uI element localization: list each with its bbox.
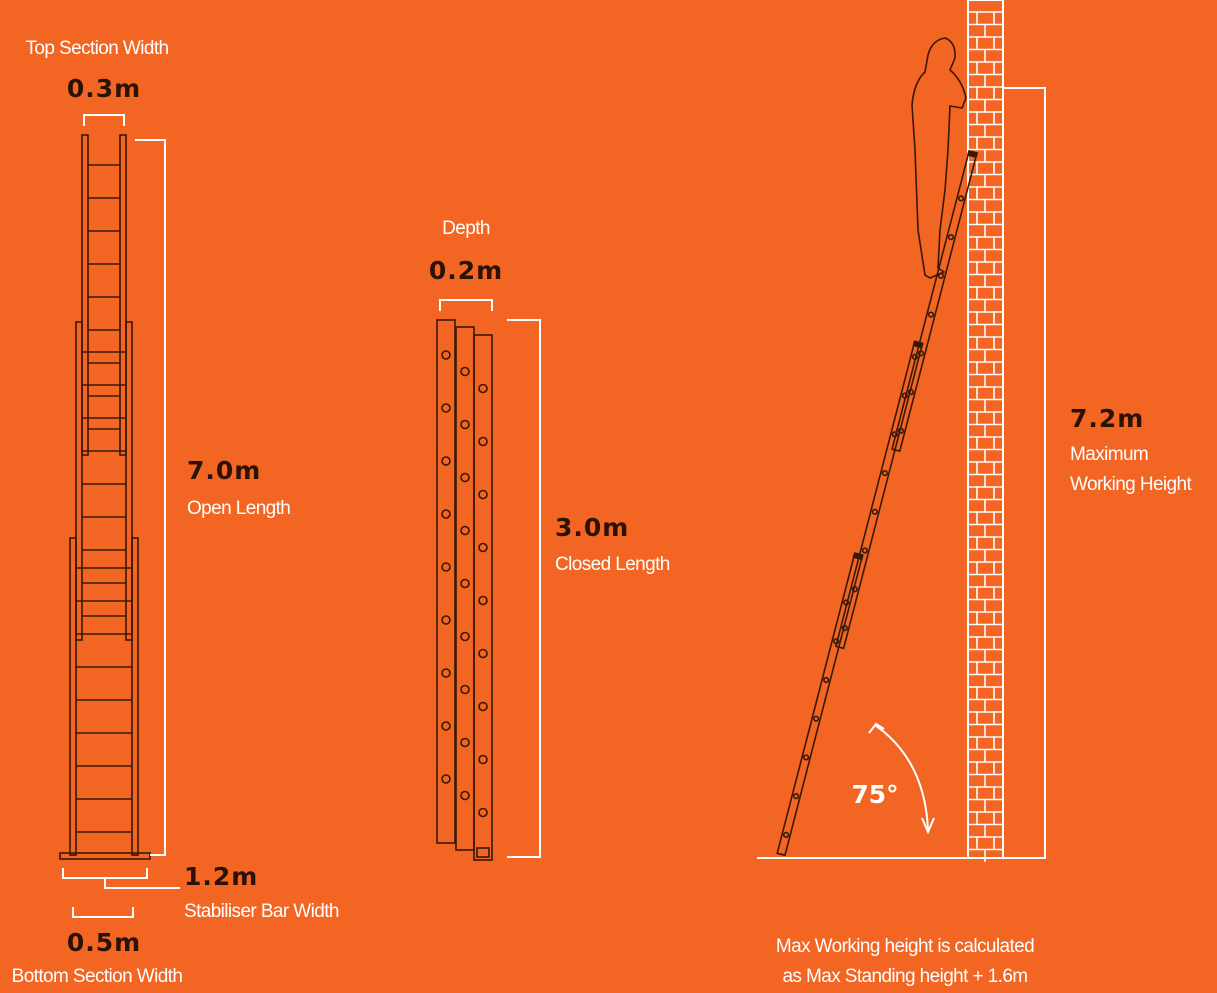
leaning-ladder xyxy=(776,149,978,857)
rung-hole xyxy=(823,676,830,684)
rung-hole xyxy=(833,638,840,645)
dimension-bracket xyxy=(1003,87,1046,859)
rung-hole xyxy=(478,436,488,447)
rung-hole xyxy=(803,754,810,761)
label: Open Length xyxy=(187,498,290,519)
dimension-bracket xyxy=(507,319,541,858)
rung-hole xyxy=(793,793,800,800)
value: 7.0m xyxy=(187,456,261,485)
rung-hole xyxy=(460,366,470,377)
note: as Max Standing height + 1.6m xyxy=(782,966,1027,987)
rung-hole xyxy=(441,721,451,731)
section-cap xyxy=(912,341,924,349)
rung-hole xyxy=(478,701,488,712)
label: Bottom Section Width xyxy=(12,966,183,987)
rail xyxy=(69,537,77,856)
dimension-bracket xyxy=(135,139,166,856)
rung-hole xyxy=(460,631,470,642)
rung-hole xyxy=(478,542,488,553)
rung-hole xyxy=(478,807,488,818)
section-cap xyxy=(852,552,864,561)
value: 1.2m xyxy=(184,862,258,891)
rung-hole xyxy=(843,599,850,606)
rung-hole xyxy=(460,419,470,430)
rung-hole xyxy=(881,469,888,477)
rung-hole xyxy=(460,790,470,801)
foot xyxy=(476,847,490,858)
rung-hole xyxy=(441,562,451,572)
rung-hole xyxy=(441,509,451,519)
open-ladder xyxy=(59,134,151,860)
rung-hole xyxy=(478,648,488,659)
angle-arrows xyxy=(868,722,935,835)
label: Working Height xyxy=(1070,474,1192,495)
rung-hole xyxy=(441,668,451,678)
angle-arc xyxy=(874,724,929,831)
rail xyxy=(131,537,139,856)
rung-hole xyxy=(478,489,488,500)
rung-hole xyxy=(441,456,451,466)
rail xyxy=(81,134,89,456)
label: Closed Length xyxy=(555,554,670,575)
value: 3.0m xyxy=(555,513,629,542)
angle-label: 75° xyxy=(851,780,898,809)
rail xyxy=(119,134,127,456)
note: Max Working height is calculated xyxy=(776,936,1034,957)
section-cap xyxy=(966,150,978,159)
rung-hole xyxy=(460,578,470,589)
rung-hole xyxy=(460,737,470,748)
rung-hole xyxy=(907,388,915,396)
rung-hole xyxy=(851,586,858,593)
rung-hole xyxy=(901,392,908,399)
rung-hole xyxy=(460,472,470,483)
rail xyxy=(473,334,493,861)
rung-hole xyxy=(957,195,965,202)
label: Depth xyxy=(442,218,490,239)
rung-hole xyxy=(441,350,451,360)
rung-hole xyxy=(478,383,488,394)
rail xyxy=(75,321,83,641)
rung-hole xyxy=(911,353,918,361)
rung-hole xyxy=(927,311,935,318)
rung-hole xyxy=(783,831,790,838)
rung-hole xyxy=(947,234,955,241)
worker-figure xyxy=(911,37,967,279)
dimension-bracket xyxy=(72,907,134,918)
rung-hole xyxy=(917,350,925,357)
rung-hole xyxy=(460,525,470,536)
rail xyxy=(436,319,456,844)
brick-wall xyxy=(967,0,1004,862)
value: 0.2m xyxy=(429,256,503,285)
dimension-bracket xyxy=(439,299,493,311)
rung-hole xyxy=(871,508,878,515)
rung-hole xyxy=(891,431,898,438)
rung-hole xyxy=(861,547,868,554)
value: 0.5m xyxy=(67,928,141,957)
dimension-bracket xyxy=(83,114,125,126)
rung-hole xyxy=(460,684,470,695)
rung-hole xyxy=(441,774,451,784)
closed-ladder xyxy=(436,319,493,861)
rung-hole xyxy=(897,427,905,434)
rung-hole xyxy=(841,624,848,632)
rung-hole xyxy=(478,754,488,765)
dimension-bracket xyxy=(62,868,180,889)
label: Top Section Width xyxy=(26,38,169,59)
label: Maximum xyxy=(1070,444,1148,465)
rung-hole xyxy=(478,595,488,606)
rung-hole xyxy=(441,615,451,625)
value: 7.2m xyxy=(1070,404,1144,433)
rung-hole xyxy=(441,403,451,413)
rung-hole xyxy=(813,715,820,722)
rail xyxy=(125,321,133,641)
value: 0.3m xyxy=(67,74,141,103)
label: Stabiliser Bar Width xyxy=(184,901,339,922)
